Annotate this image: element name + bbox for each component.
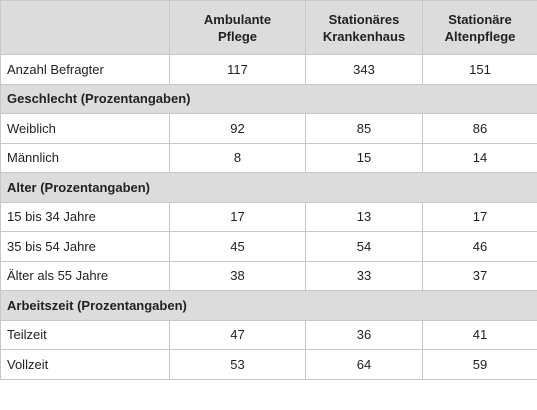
- cell-value: 45: [169, 231, 306, 262]
- row-label: Anzahl Befragter: [0, 54, 170, 85]
- section-header-arbeitszeit: Arbeitszeit (Prozentangaben): [0, 290, 537, 321]
- demographics-table: Ambulante Pflege Stationäres Krankenhaus…: [0, 0, 537, 380]
- cell-value: 14: [422, 142, 537, 173]
- table-row: 35 bis 54 Jahre 45 54 46: [0, 231, 537, 262]
- cell-value: 92: [169, 113, 306, 144]
- row-label: Weiblich: [0, 113, 170, 144]
- row-label: Älter als 55 Jahre: [0, 260, 170, 291]
- cell-value: 37: [422, 260, 537, 291]
- cell-value: 47: [169, 319, 306, 350]
- cell-value: 64: [305, 349, 423, 380]
- section-title: Geschlecht (Prozentangaben): [0, 83, 537, 114]
- table-row: Männlich 8 15 14: [0, 142, 537, 173]
- cell-value: 86: [422, 113, 537, 144]
- cell-value: 41: [422, 319, 537, 350]
- section-title: Arbeitszeit (Prozentangaben): [0, 290, 537, 321]
- table-row: 15 bis 34 Jahre 17 13 17: [0, 201, 537, 232]
- row-label: Männlich: [0, 142, 170, 173]
- header-stationaeres-krankenhaus: Stationäres Krankenhaus: [305, 0, 423, 55]
- header-stationaere-altenpflege: Stationäre Altenpflege: [422, 0, 537, 55]
- table-row: Weiblich 92 85 86: [0, 113, 537, 144]
- header-ambulante-pflege: Ambulante Pflege: [169, 0, 306, 55]
- section-title: Alter (Prozentangaben): [0, 172, 537, 203]
- cell-value: 53: [169, 349, 306, 380]
- row-label: Teilzeit: [0, 319, 170, 350]
- cell-value: 38: [169, 260, 306, 291]
- cell-value: 54: [305, 231, 423, 262]
- header-cell-empty: [0, 0, 170, 55]
- table-row: Älter als 55 Jahre 38 33 37: [0, 260, 537, 291]
- section-header-geschlecht: Geschlecht (Prozentangaben): [0, 83, 537, 114]
- cell-value: 15: [305, 142, 423, 173]
- cell-value: 59: [422, 349, 537, 380]
- table-row: Teilzeit 47 36 41: [0, 319, 537, 350]
- cell-value: 36: [305, 319, 423, 350]
- cell-value: 343: [305, 54, 423, 85]
- header-row: Ambulante Pflege Stationäres Krankenhaus…: [0, 0, 537, 55]
- cell-value: 117: [169, 54, 306, 85]
- section-header-alter: Alter (Prozentangaben): [0, 172, 537, 203]
- cell-value: 8: [169, 142, 306, 173]
- row-label: 35 bis 54 Jahre: [0, 231, 170, 262]
- row-label: Vollzeit: [0, 349, 170, 380]
- row-label: 15 bis 34 Jahre: [0, 201, 170, 232]
- cell-value: 13: [305, 201, 423, 232]
- cell-value: 33: [305, 260, 423, 291]
- count-row: Anzahl Befragter 117 343 151: [0, 54, 537, 85]
- cell-value: 85: [305, 113, 423, 144]
- cell-value: 46: [422, 231, 537, 262]
- cell-value: 17: [169, 201, 306, 232]
- cell-value: 151: [422, 54, 537, 85]
- table-row: Vollzeit 53 64 59: [0, 349, 537, 380]
- cell-value: 17: [422, 201, 537, 232]
